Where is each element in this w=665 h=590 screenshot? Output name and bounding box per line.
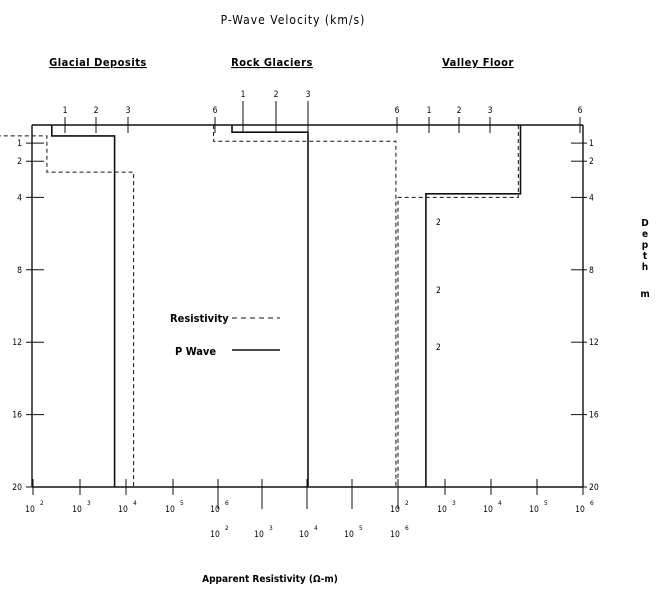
series-line-pwave: [231, 125, 309, 487]
depth-tick-label-right: 1: [589, 139, 594, 149]
depth-axis-letter: m: [640, 289, 649, 300]
panel-title-valley-floor: Valley Floor: [442, 56, 514, 69]
depth-axis-letter: D: [641, 218, 648, 229]
depth-tick-label-right: 2: [589, 157, 594, 167]
resistivity-tick-label: 10: [344, 530, 354, 540]
resistivity-tick-exponent: 2: [40, 499, 44, 507]
resistivity-tick-exponent: 2: [405, 499, 409, 507]
resistivity-tick-exponent: 6: [405, 524, 409, 532]
resistivity-tick-exponent: 3: [87, 499, 91, 507]
series-line-pwave: [425, 125, 522, 487]
resistivity-tick-exponent: 6: [225, 499, 229, 507]
valley-annotation: 2: [436, 343, 441, 353]
depth-tick-label-right: 4: [589, 193, 594, 203]
resistivity-tick-label: 10: [483, 505, 493, 515]
resistivity-tick-exponent: 2: [225, 524, 229, 532]
resistivity-tick-label: 10: [210, 530, 220, 540]
series-line-resistivity: [0, 135, 135, 487]
series-group: [0, 125, 522, 487]
series-line-pwave: [50, 125, 116, 487]
legend-label-resistivity: Resistivity: [170, 312, 229, 325]
resistivity-tick-label: 10: [299, 530, 309, 540]
resistivity-tick-label: 10: [25, 505, 35, 515]
depth-tick-label-right: 12: [589, 338, 599, 348]
depth-tick-label-left: 20: [12, 483, 22, 493]
resistivity-tick-label: 10: [210, 505, 220, 515]
velocity-tick-label: 6: [213, 106, 218, 116]
resistivity-tick-exponent: 5: [544, 499, 548, 507]
resistivity-tick-label: 10: [165, 505, 175, 515]
resistivity-tick-label: 10: [72, 505, 82, 515]
tick-marks-group: [26, 101, 587, 509]
panel-title-glacial-deposits: Glacial Deposits: [49, 56, 147, 69]
velocity-tick-label: 3: [488, 106, 493, 116]
depth-axis-letter: t: [643, 251, 648, 262]
resistivity-tick-exponent: 3: [269, 524, 273, 532]
resistivity-tick-exponent: 4: [498, 499, 502, 507]
depth-axis-letter: p: [642, 240, 649, 251]
velocity-tick-label: 2: [274, 90, 279, 100]
depth-tick-label-right: 20: [589, 483, 599, 493]
resistivity-tick-label: 10: [575, 505, 585, 515]
x-tick-labels: 1 2 3 61 2 36 1 2 3 61021031041051061021031041051…: [25, 90, 594, 540]
depth-tick-label-left: 4: [17, 193, 22, 203]
resistivity-tick-exponent: 5: [180, 499, 184, 507]
valley-annotation: 2: [436, 218, 441, 228]
resistivity-tick-label: 10: [254, 530, 264, 540]
legend: Resistivity P Wave: [170, 312, 280, 358]
resistivity-tick-exponent: 3: [452, 499, 456, 507]
panel-title-rock-glaciers: Rock Glaciers: [231, 56, 313, 69]
valley-annotation: 2: [436, 286, 441, 296]
depth-tick-label-right: 8: [589, 266, 594, 276]
velocity-tick-label: 1: [427, 106, 432, 116]
velocity-tick-label: 6: [578, 106, 583, 116]
resistivity-tick-exponent: 6: [590, 499, 594, 507]
depth-tick-label-left: 1: [17, 139, 22, 149]
depth-axis-letter: h: [642, 262, 648, 273]
resistivity-tick-label: 10: [437, 505, 447, 515]
velocity-tick-label: 1: [63, 106, 68, 116]
legend-label-pwave: P Wave: [175, 345, 216, 358]
chart-title: P-Wave Velocity (km/s): [221, 13, 366, 27]
depth-tick-label-left: 12: [12, 338, 22, 348]
depth-tick-label-left: 2: [17, 157, 22, 167]
depth-tick-label-left: 8: [17, 266, 22, 276]
velocity-tick-label: 3: [126, 106, 131, 116]
resistivity-tick-exponent: 4: [314, 524, 318, 532]
velocity-tick-label: 2: [457, 106, 462, 116]
velocity-tick-label: 2: [94, 106, 99, 116]
depth-axis-letter: e: [642, 229, 648, 240]
depth-tick-label-right: 16: [589, 411, 599, 421]
resistivity-tick-exponent: 5: [359, 524, 363, 532]
resistivity-tick-exponent: 4: [133, 499, 137, 507]
resistivity-tick-label: 10: [390, 530, 400, 540]
resistivity-tick-label: 10: [390, 505, 400, 515]
velocity-tick-label: 1: [241, 90, 246, 100]
depth-tick-label-left: 16: [12, 411, 22, 421]
x-axis-label: Apparent Resistivity (Ω-m): [202, 574, 338, 585]
series-line-resistivity: [213, 125, 397, 487]
velocity-tick-label: 3: [306, 90, 311, 100]
series-line-resistivity: [397, 125, 519, 487]
velocity-tick-label: 6: [395, 106, 400, 116]
resistivity-tick-label: 10: [118, 505, 128, 515]
resistivity-tick-label: 10: [529, 505, 539, 515]
